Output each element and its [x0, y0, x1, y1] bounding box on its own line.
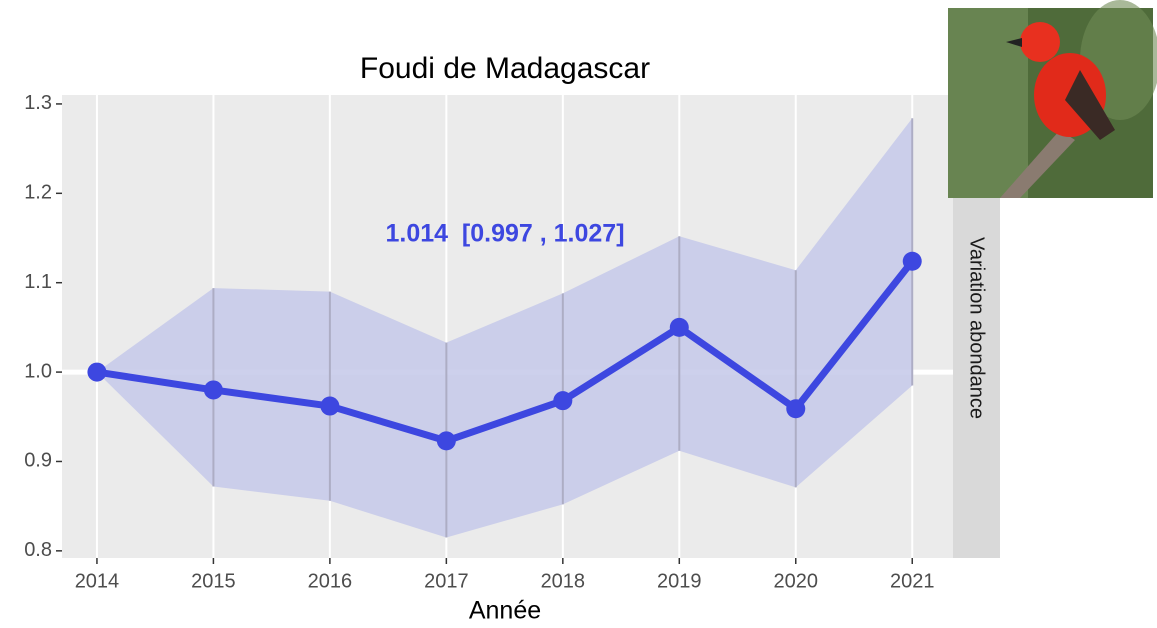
point	[669, 317, 689, 337]
photo	[948, 0, 1157, 198]
y-tick-label: 0.8	[24, 539, 52, 561]
x-axis-label: Année	[469, 597, 541, 625]
confidence-ribbon	[96, 118, 913, 538]
y-tick-label: 0.9	[24, 450, 52, 472]
x-tick-label: 2018	[541, 570, 586, 592]
annotation: 1.014 [0.997 , 1.027]	[385, 220, 624, 248]
y-tick-label: 1.3	[24, 92, 52, 114]
x-tick-label: 2019	[657, 570, 702, 592]
x-tick-label: 2015	[191, 570, 236, 592]
strip	[953, 198, 1000, 558]
y-tick-label: 1.0	[24, 360, 52, 382]
chart-title: Foudi de Madagascar	[360, 52, 650, 85]
point	[87, 362, 107, 382]
point	[902, 251, 922, 271]
point	[203, 380, 223, 400]
point	[320, 396, 340, 416]
strip-label: Variation abondance	[966, 237, 988, 419]
point	[436, 431, 456, 451]
x-tick-label: 2017	[424, 570, 469, 592]
trend-line	[96, 259, 915, 445]
y-tick-label: 1.1	[24, 271, 52, 293]
point	[786, 399, 806, 419]
x-tick-label: 2014	[75, 570, 120, 592]
x-tick-label: 2020	[774, 570, 819, 592]
y-tick-label: 1.2	[24, 182, 52, 204]
point	[553, 391, 573, 411]
x-tick-label: 2016	[308, 570, 353, 592]
x-tick-label: 2021	[890, 570, 935, 592]
